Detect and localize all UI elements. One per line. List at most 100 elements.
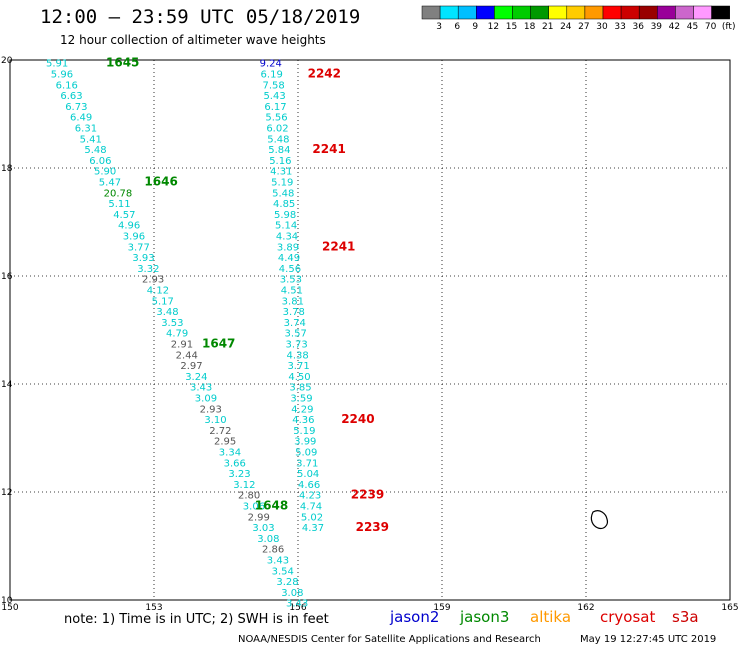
swh-value: 3.43 <box>286 599 308 610</box>
swh-value: 5.48 <box>272 188 294 199</box>
swh-value: 5.96 <box>51 70 73 81</box>
s3a-track-east: 9.246.197.585.436.175.566.025.485.845.16… <box>260 59 389 534</box>
mission-label-jason2: jason2 <box>390 608 440 626</box>
lon-tick-label: 159 <box>433 603 450 613</box>
legend-label: 24 <box>560 22 572 32</box>
swh-value: 3.73 <box>286 340 308 351</box>
swh-value: 4.38 <box>286 350 308 361</box>
legend-swatch <box>693 5 712 20</box>
swh-value: 3.66 <box>224 458 246 469</box>
swh-value: 3.59 <box>290 394 312 405</box>
swh-value: 3.71 <box>296 458 318 469</box>
swh-value: 4.79 <box>166 329 188 340</box>
altimeter-tracks: 5.915.966.166.636.736.496.315.415.486.06… <box>46 56 389 610</box>
pass-number-label: 1646 <box>144 175 177 189</box>
lon-tick-label: 150 <box>1 603 18 613</box>
swh-value: 4.85 <box>273 199 295 210</box>
swh-value: 5.19 <box>271 178 293 189</box>
legend-swatch <box>711 5 730 20</box>
pass-number-label: 2242 <box>308 67 341 81</box>
swh-value: 6.02 <box>266 124 288 135</box>
swh-value: 3.74 <box>284 318 306 329</box>
legend-label: 30 <box>596 22 608 32</box>
swh-value: 4.74 <box>300 502 322 513</box>
swh-value: 4.34 <box>276 232 298 243</box>
swh-value: 3.89 <box>277 242 299 253</box>
swh-value: 3.10 <box>204 415 226 426</box>
swh-value: 3.77 <box>128 242 150 253</box>
pass-number-label: 1647 <box>202 337 235 351</box>
legend-swatch <box>620 5 640 20</box>
swh-value: 6.31 <box>75 124 97 135</box>
swh-value: 3.96 <box>123 232 145 243</box>
swh-value: 6.73 <box>65 102 87 113</box>
pass-number-label: 2241 <box>312 142 345 156</box>
legend-label: 33 <box>614 22 625 32</box>
swh-value: 6.06 <box>89 156 111 167</box>
swh-value: 6.19 <box>261 70 283 81</box>
pass-number-label: 2239 <box>351 488 384 502</box>
swh-value: 5.56 <box>265 113 287 124</box>
swh-value: 3.12 <box>233 480 255 491</box>
legend-label: 27 <box>578 22 589 32</box>
swh-value: 3.81 <box>282 296 304 307</box>
pass-number-label: 1648 <box>255 499 288 513</box>
swh-value: 5.98 <box>274 210 296 221</box>
legend-label: 15 <box>506 22 517 32</box>
swh-value: 3.23 <box>228 469 250 480</box>
legend-swatch <box>566 5 586 20</box>
swh-value: 4.12 <box>147 286 169 297</box>
swh-value: 3.85 <box>289 383 311 394</box>
swh-value: 20.78 <box>104 188 133 199</box>
swh-value: 3.93 <box>132 253 154 264</box>
swh-value: 4.31 <box>270 167 292 178</box>
lat-tick-label: 18 <box>1 164 13 174</box>
swh-value: 5.14 <box>275 221 297 232</box>
lat-tick-label: 16 <box>1 272 13 282</box>
mission-label-s3a: s3a <box>672 608 699 626</box>
swh-value: 5.09 <box>295 448 317 459</box>
swh-value: 3.06 <box>243 502 265 513</box>
footer-credit: NOAA/NESDIS Center for Satellite Applica… <box>238 634 541 645</box>
swh-value: 4.37 <box>302 523 324 534</box>
map-frame <box>9 59 731 601</box>
swh-value: 5.48 <box>267 134 289 145</box>
swh-value: 4.57 <box>113 210 135 221</box>
swh-value: 2.93 <box>200 404 222 415</box>
swh-value: 2.80 <box>238 491 260 502</box>
legend-swatch <box>530 5 549 20</box>
legend-swatch <box>584 5 604 20</box>
legend-swatch <box>457 5 477 20</box>
footer-timestamp: May 19 12:27:45 UTC 2019 <box>580 634 717 645</box>
swh-value: 6.49 <box>70 113 92 124</box>
legend-label: 39 <box>651 22 663 32</box>
swh-value: 2.91 <box>171 340 193 351</box>
swh-value: 4.36 <box>292 415 314 426</box>
swh-value: 3.53 <box>161 318 183 329</box>
lon-tick-label: 156 <box>289 603 306 613</box>
swh-value: 3.08 <box>257 534 279 545</box>
swh-value: 5.91 <box>46 59 68 70</box>
swh-value: 4.29 <box>291 404 313 415</box>
legend-label: 9 <box>472 22 478 32</box>
swh-value: 5.48 <box>84 145 106 156</box>
swh-value: 4.66 <box>298 480 320 491</box>
legend-label: 70 <box>705 22 717 32</box>
legend-swatch <box>421 5 441 20</box>
swh-value: 4.23 <box>299 491 321 502</box>
map-grid <box>9 59 731 601</box>
swh-value: 2.72 <box>209 426 231 437</box>
legend-label: 18 <box>524 22 536 32</box>
lon-tick-label: 153 <box>145 603 162 613</box>
swh-value: 6.63 <box>60 91 82 102</box>
legend-label: 42 <box>669 22 680 32</box>
swh-value: 3.28 <box>276 577 298 588</box>
swh-value: 5.47 <box>99 178 121 189</box>
swh-value: 2.99 <box>248 512 270 523</box>
legend-label: 3 <box>436 22 442 32</box>
mission-label-cryosat: cryosat <box>600 608 656 626</box>
swh-value: 4.50 <box>288 372 310 383</box>
swh-value: 3.48 <box>156 307 178 318</box>
legend-label: 12 <box>488 22 499 32</box>
